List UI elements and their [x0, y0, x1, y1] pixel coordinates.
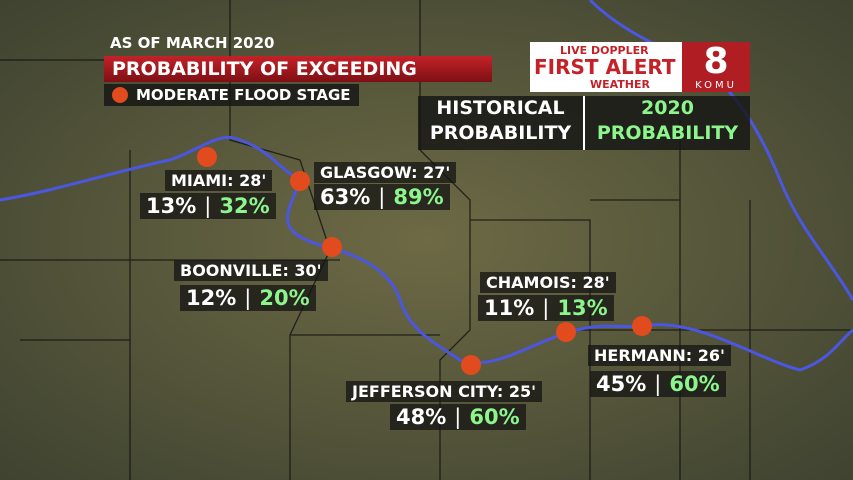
location-name: CHAMOIS: 28' — [480, 272, 616, 293]
location-probabilities: 48% | 60% — [390, 404, 526, 430]
location-probabilities: 13% | 32% — [140, 193, 276, 219]
separator: | — [454, 405, 462, 429]
location-name: HERMANN: 26' — [588, 345, 731, 366]
historical-header: HISTORICAL PROBABILITY — [418, 96, 585, 150]
historical-probability: 12% — [186, 286, 237, 310]
date: AS OF MARCH 2020 — [110, 34, 275, 52]
current-probability: 32% — [219, 194, 270, 218]
current-probability: 13% — [557, 296, 608, 320]
column-headers: HISTORICAL PROBABILITY 2020 PROBABILITY — [418, 96, 750, 150]
current-probability: 60% — [669, 372, 720, 396]
gauge-markers — [197, 147, 652, 375]
current-probability: 60% — [469, 405, 520, 429]
logo: LIVE DOPPLER FIRST ALERT WEATHER 8 KOMU — [530, 42, 750, 92]
location-probabilities: 63% | 89% — [314, 184, 450, 210]
location-probabilities: 45% | 60% — [590, 371, 726, 397]
separator: | — [378, 185, 386, 209]
location-probabilities: 12% | 20% — [180, 285, 316, 311]
historical-probability: 48% — [396, 405, 447, 429]
logo-line: FIRST ALERT — [534, 55, 676, 79]
separator: | — [244, 286, 252, 310]
header-line: HISTORICAL — [436, 97, 565, 119]
logo-station: KOMU — [695, 80, 737, 91]
header-line: PROBABILITY — [596, 122, 739, 144]
logo-line: LIVE DOPPLER — [560, 44, 649, 57]
location-probabilities: 11% | 13% — [478, 295, 614, 321]
historical-probability: 45% — [596, 372, 647, 396]
location-name: JEFFERSON CITY: 25' — [346, 381, 543, 402]
current-probability: 20% — [259, 286, 310, 310]
logo-channel: 8 — [682, 42, 750, 92]
separator: | — [542, 296, 550, 320]
historical-probability: 63% — [320, 185, 371, 209]
legend-text: MODERATE FLOOD STAGE — [136, 86, 351, 104]
title: PROBABILITY OF EXCEEDING — [104, 56, 492, 82]
legend: MODERATE FLOOD STAGE — [104, 84, 359, 106]
location-name: GLASGOW: 27' — [314, 162, 457, 183]
legend-marker — [112, 87, 128, 103]
location-name: BOONVILLE: 30' — [174, 260, 328, 281]
historical-probability: 13% — [146, 194, 197, 218]
header-line: PROBABILITY — [429, 122, 572, 144]
header-line: 2020 — [641, 97, 694, 119]
location-name: MIAMI: 28' — [165, 170, 273, 191]
separator: | — [204, 194, 212, 218]
separator: | — [654, 372, 662, 396]
current-header: 2020 PROBABILITY — [585, 96, 750, 150]
historical-probability: 11% — [484, 296, 535, 320]
logo-line: WEATHER — [590, 78, 651, 91]
current-probability: 89% — [393, 185, 444, 209]
